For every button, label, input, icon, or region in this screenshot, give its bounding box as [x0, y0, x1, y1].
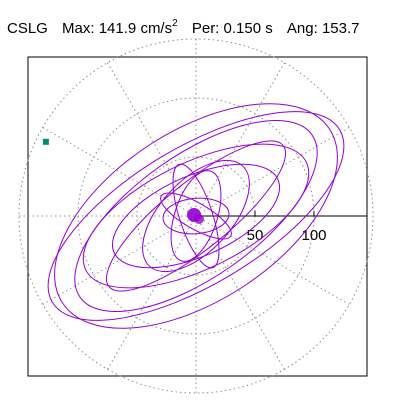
- orbit-loop: [162, 197, 230, 235]
- orbit-loop: [160, 192, 232, 240]
- orbit-loop: [82, 143, 310, 289]
- orbit-loop: [111, 163, 281, 269]
- peak-marker: [42, 138, 49, 145]
- orbit-loop: [105, 140, 287, 292]
- orbit-core: [194, 214, 204, 224]
- max-unit-exponent: 2: [172, 18, 178, 29]
- max-label: Max:: [62, 20, 95, 37]
- orbit-loop: [54, 103, 338, 329]
- peak-marker-layer: [42, 138, 49, 145]
- orbit-loop: [170, 170, 222, 262]
- station-code: CSLG: [7, 20, 48, 37]
- period-value: 0.150 s: [223, 20, 273, 37]
- radial-tick-label: 100: [301, 227, 326, 244]
- max-unit: cm/s2: [140, 14, 177, 39]
- angle-value: 153.7: [321, 20, 360, 37]
- radial-tick-label: 50: [247, 227, 264, 244]
- period-label: Per:: [191, 20, 220, 37]
- max-unit-base: cm/s: [140, 20, 173, 37]
- angle-label: Ang:: [286, 20, 318, 37]
- max-value: 141.9: [98, 20, 137, 37]
- orbit-loop: [47, 111, 345, 321]
- orbit-loop: [74, 119, 318, 313]
- chart-title: CSLG Max: 141.9 cm/s2 Per: 0.150 s Ang: …: [7, 14, 360, 39]
- orbit-traces: [47, 103, 345, 329]
- orbit-loop: [142, 159, 250, 273]
